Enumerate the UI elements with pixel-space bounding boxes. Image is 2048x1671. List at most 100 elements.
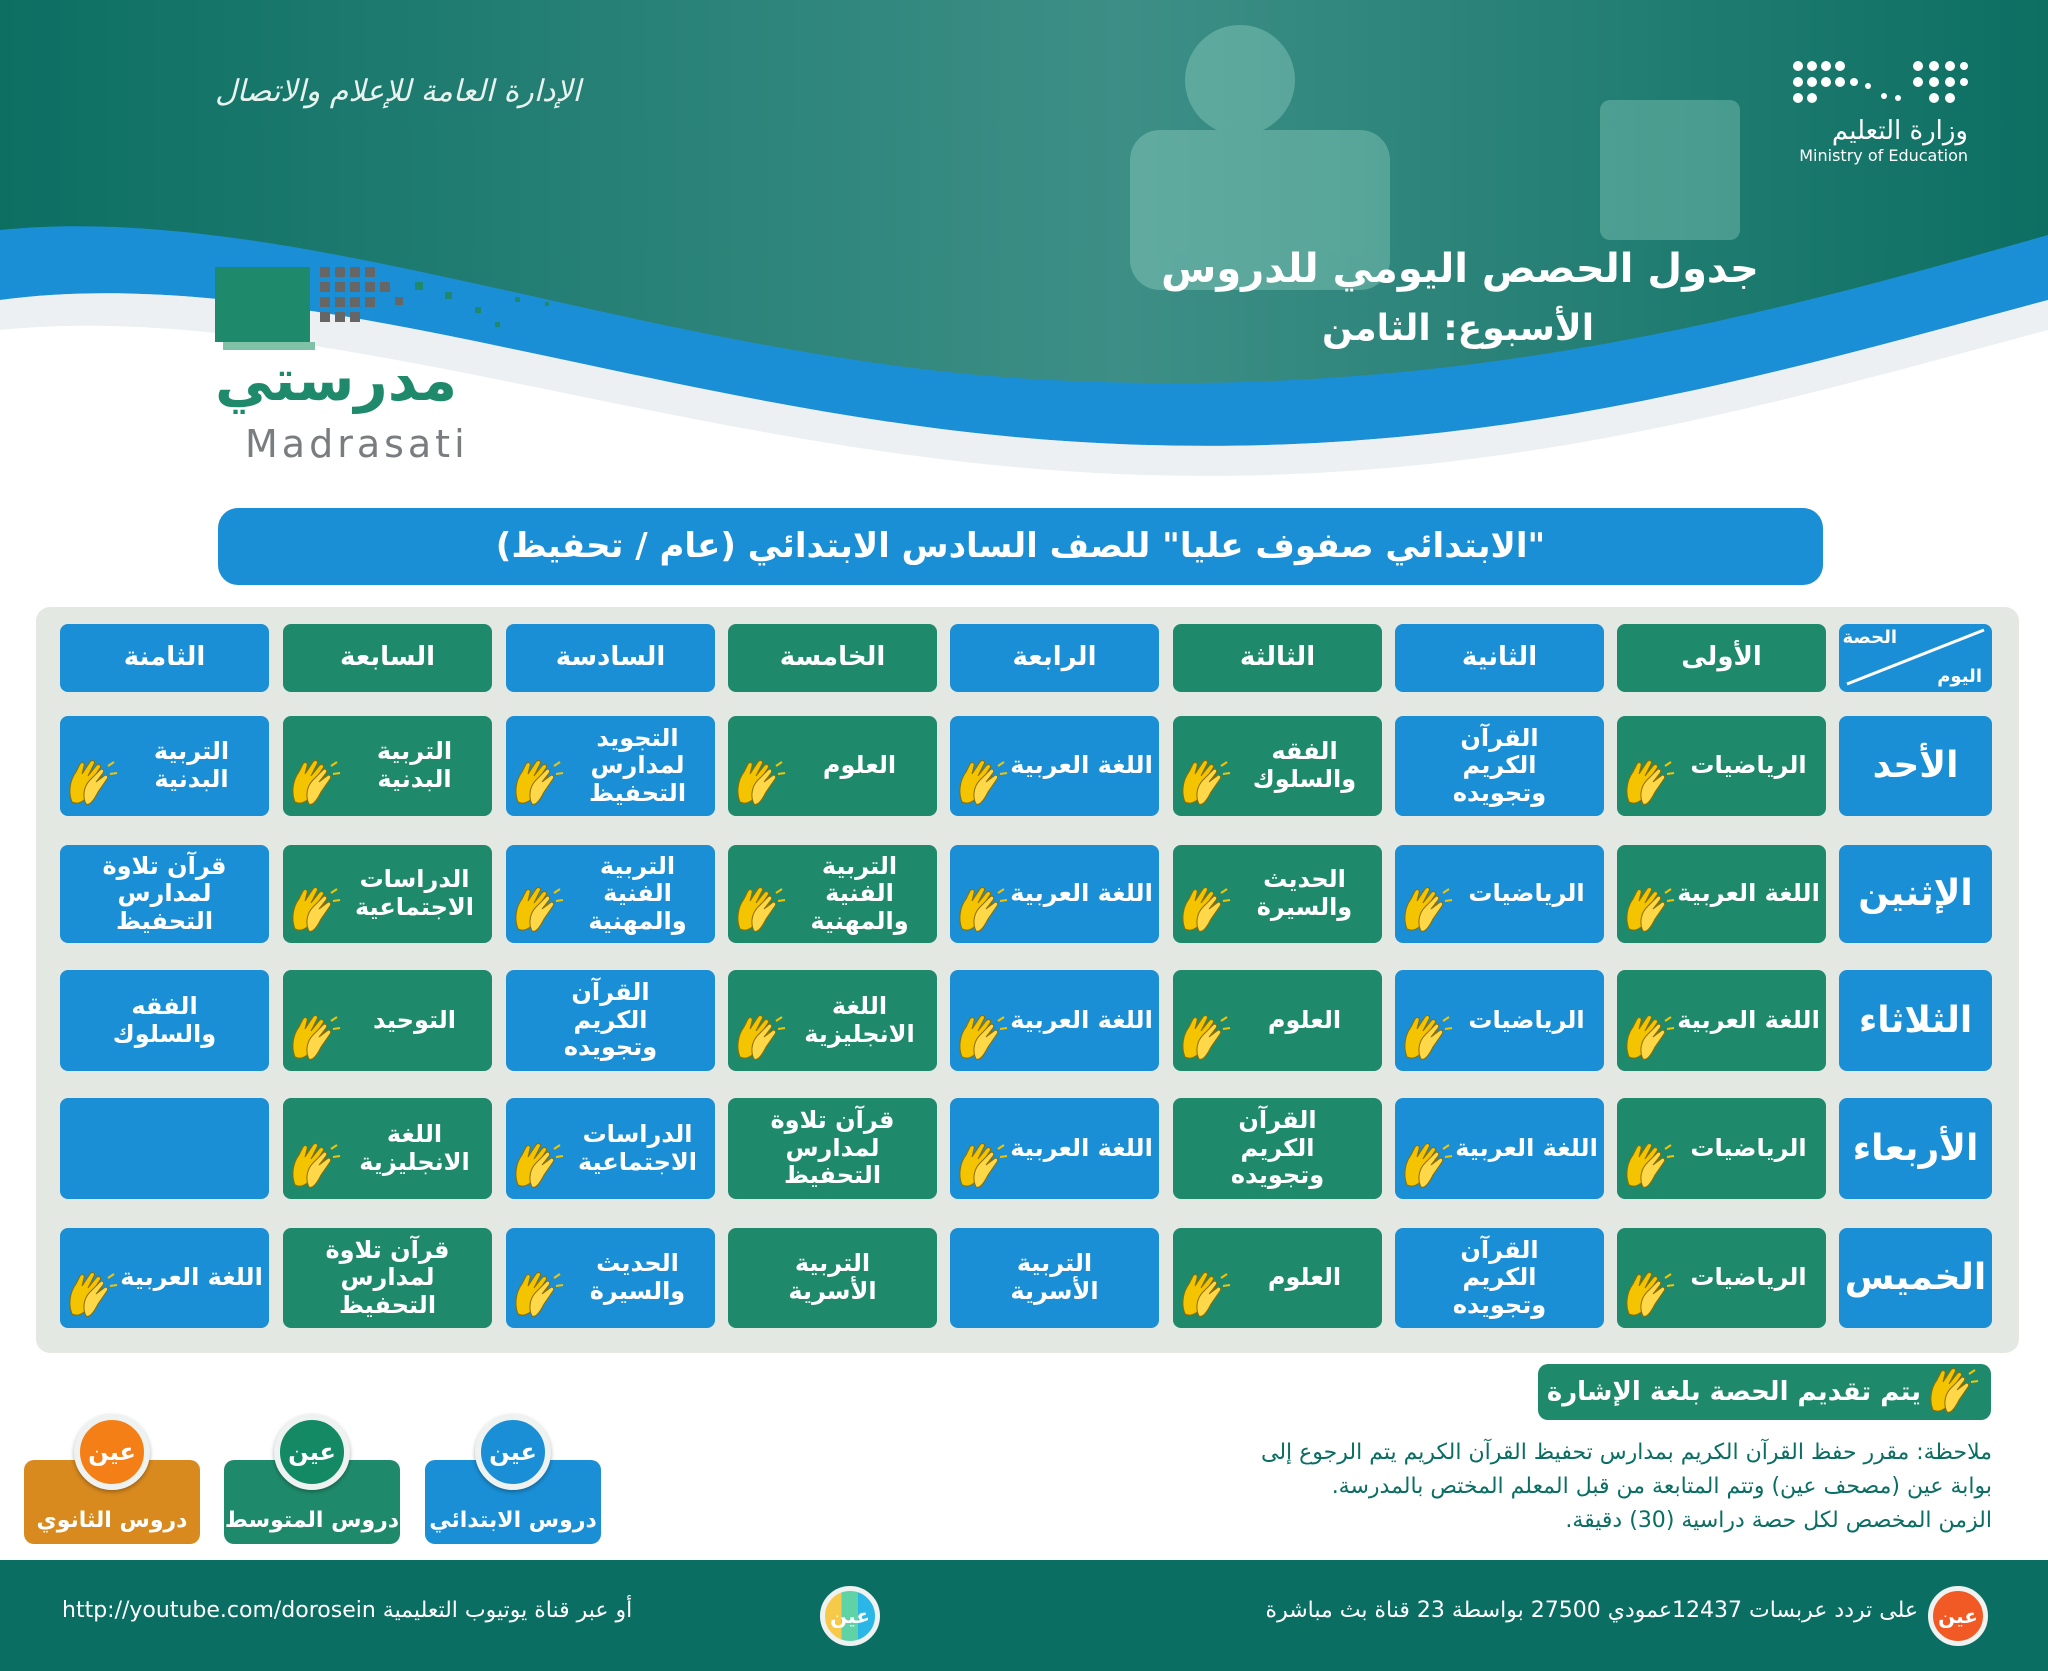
schedule-cell: القرآن الكريم وتجويده (1395, 1228, 1604, 1328)
subject-label: اللغة العربية (1010, 1005, 1153, 1034)
header-background (0, 0, 2048, 476)
channel-primary[interactable]: عين دروس الابتدائي (425, 1414, 601, 1544)
period-header: الثامنة (60, 624, 269, 692)
subject-label: التربية الفنية والمهنية (810, 851, 909, 935)
schedule-cell: التربية الفنية والمهنية (506, 845, 715, 943)
corner-header: الحصة اليوم (1839, 624, 1992, 692)
sign-language-icon (515, 887, 564, 932)
subject-label: قرآن تلاوة لمدارس التحفيظ (102, 851, 227, 935)
subject-label: الحديث والسيرة (589, 1249, 686, 1305)
schedule-cell: القرآن الكريم وتجويده (1395, 716, 1604, 816)
sign-language-icon (1930, 1368, 1979, 1413)
sign-language-icon (1626, 1143, 1675, 1188)
media-department-calligraphy: الإدارة العامة للإعلام والاتصال (215, 74, 581, 109)
week-label: الأسبوع: الثامن (1321, 308, 1595, 349)
schedule-cell: الدراسات الاجتماعية (283, 845, 492, 943)
schedule-cell: اللغة العربية (1617, 845, 1826, 943)
day-label: الإثنين (1858, 873, 1973, 915)
period-label: الرابعة (1012, 642, 1097, 673)
period-header: الثالثة (1173, 624, 1382, 692)
channel-label: دروس الثانوي (36, 1508, 188, 1533)
subject-label: الفقه والسلوك (1252, 737, 1357, 793)
madrasati-logo-ar: مدرستي (215, 346, 458, 414)
channel-intermediate[interactable]: عين دروس المتوسط (224, 1414, 400, 1544)
corner-day-label: اليوم (1937, 666, 1982, 688)
note-line: ملاحظة: مقرر حفظ القرآن الكريم بمدارس تح… (1261, 1440, 1992, 1465)
sign-language-icon (69, 1272, 118, 1317)
ministry-name-en: Ministry of Education (1799, 146, 1968, 165)
schedule-table: الحصة اليوم الأولى الثانية الثالثة الرابعة الخ… (36, 607, 2019, 1353)
subject-label: الدراسات الاجتماعية (354, 865, 475, 921)
sign-language-icon (292, 887, 341, 932)
day-label: الثلاثاء (1858, 999, 1973, 1041)
sign-language-icon (1626, 1015, 1675, 1060)
ministry-name-ar: وزارة التعليم (1831, 116, 1968, 146)
diagonal-divider (1846, 628, 1985, 686)
schedule-cell: الدراسات الاجتماعية (506, 1098, 715, 1199)
schedule-cell: اللغة العربية (950, 970, 1159, 1071)
schedule-cell: الفقه والسلوك (60, 970, 269, 1071)
period-header: السادسة (506, 624, 715, 692)
sign-language-icon (737, 1015, 786, 1060)
subject-label: التربية البدنية (376, 737, 453, 793)
subject-label: الحديث والسيرة (1256, 865, 1353, 921)
subject-label: اللغة العربية (1677, 1005, 1820, 1034)
page-title: جدول الحصص اليومي للدروس (1161, 246, 1759, 292)
footer (0, 1560, 2048, 1671)
sign-language-icon (959, 1015, 1008, 1060)
period-label: السادسة (555, 642, 666, 673)
sign-language-icon (1626, 760, 1675, 805)
subject-label: الرياضيات (1690, 1263, 1807, 1292)
subject-label: القرآن الكريم وتجويده (1230, 1106, 1325, 1190)
subject-label: القرآن الكريم وتجويده (563, 978, 658, 1062)
subject-label: التجويد لمدارس التحفيظ (588, 723, 687, 807)
period-header: الخامسة (728, 624, 937, 692)
channel-secondary[interactable]: عين دروس الثانوي (24, 1414, 200, 1544)
sign-language-icon (1182, 1272, 1231, 1317)
sign-language-icon (959, 887, 1008, 932)
period-label: الثالثة (1239, 642, 1316, 673)
schedule-cell: التجويد لمدارس التحفيظ (506, 716, 715, 816)
schedule-cell: الرياضيات (1617, 1098, 1826, 1199)
sign-language-icon (1404, 1143, 1453, 1188)
subject-label: التوحيد (372, 1005, 457, 1034)
schedule-cell: اللغة الانجليزية (728, 970, 937, 1071)
youtube-link[interactable]: أو عبر قناة يوتيوب التعليمية http://yout… (62, 1598, 633, 1623)
sign-language-icon (959, 1143, 1008, 1188)
sign-language-icon (515, 760, 564, 805)
corner-period-label: الحصة (1842, 627, 1897, 648)
period-header: الثانية (1395, 624, 1604, 692)
sign-language-icon (1404, 887, 1453, 932)
schedule-cell: اللغة الانجليزية (283, 1098, 492, 1199)
note-line: الزمن المخصص لكل حصة دراسية (30) دقيقة. (1565, 1508, 1992, 1533)
day-header: الثلاثاء (1839, 970, 1992, 1071)
sign-language-icon (737, 887, 786, 932)
ain-youtube-logo-icon: عين (820, 1586, 880, 1646)
schedule-cell: قرآن تلاوة لمدارس التحفيظ (60, 845, 269, 943)
schedule-cell: التربية البدنية (283, 716, 492, 816)
notes: ملاحظة: مقرر حفظ القرآن الكريم بمدارس تح… (992, 1436, 1992, 1538)
subject-label: العلوم (822, 751, 897, 780)
sign-language-icon (515, 1272, 564, 1317)
schedule-cell: الرياضيات (1395, 970, 1604, 1071)
subject-label: قرآن تلاوة لمدارس التحفيظ (770, 1106, 895, 1190)
subject-label: الرياضيات (1468, 1005, 1585, 1034)
channel-label: دروس المتوسط (224, 1508, 400, 1533)
student-photo (1130, 25, 1740, 290)
subject-label: اللغة العربية (1010, 879, 1153, 908)
period-label: الخامسة (779, 642, 886, 673)
ain-logo-icon: عين (274, 1414, 350, 1490)
day-header: الإثنين (1839, 845, 1992, 943)
grade-banner: "الابتدائي صفوف عليا" للصف السادس الابتد… (218, 508, 1823, 585)
subject-label: اللغة العربية (120, 1263, 263, 1292)
schedule-cell: التربية الأسرية (950, 1228, 1159, 1328)
sign-language-icon (1182, 1015, 1231, 1060)
schedule-cell: اللغة العربية (950, 716, 1159, 816)
schedule-cell: اللغة العربية (950, 1098, 1159, 1199)
note-line: بوابة عين (مصحف عين) وتتم المتابعة من قب… (1331, 1474, 1992, 1499)
subject-label: التربية الأسرية (788, 1249, 877, 1305)
subject-label: العلوم (1267, 1263, 1342, 1292)
schedule-cell: القرآن الكريم وتجويده (1173, 1098, 1382, 1199)
schedule-cell: الرياضيات (1617, 716, 1826, 816)
day-header: الأربعاء (1839, 1098, 1992, 1199)
